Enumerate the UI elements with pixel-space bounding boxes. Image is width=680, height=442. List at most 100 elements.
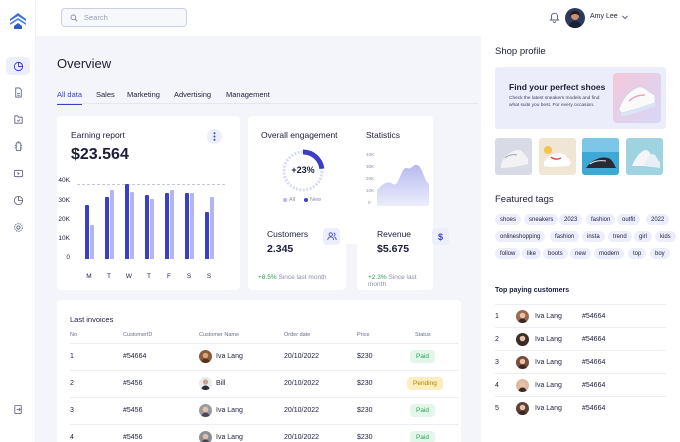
- customer-name: Iva Lang: [535, 313, 562, 320]
- product-thumbnail[interactable]: [582, 138, 619, 175]
- battery-icon: [14, 141, 22, 151]
- tag-chip[interactable]: girl: [634, 231, 653, 242]
- revenue-change: +2.3%: [368, 274, 387, 281]
- tag-chip[interactable]: onlineshopping: [495, 231, 546, 242]
- promo-banner[interactable]: Find your perfect shoes Check the latest…: [495, 67, 666, 129]
- nav-settings[interactable]: [6, 218, 30, 236]
- y-tick-label: 20K: [58, 216, 70, 223]
- customer-name: Iva Lang: [535, 336, 562, 343]
- customer-avatar: [199, 404, 212, 417]
- tag-chip[interactable]: fashion: [550, 231, 580, 242]
- dollar-icon: $: [437, 231, 443, 242]
- product-thumbnail[interactable]: [495, 138, 532, 175]
- customer-avatar: [516, 402, 529, 415]
- x-tick-label: M: [86, 273, 92, 280]
- table-row[interactable]: 3 #5456 Iva Lang 20/10/2022 $230 Paid: [70, 397, 459, 424]
- bar: [205, 212, 209, 259]
- customer-id: #54664: [582, 313, 606, 320]
- nav-dashboard[interactable]: [6, 57, 30, 75]
- search-input[interactable]: [84, 13, 184, 22]
- tag-chip[interactable]: top: [628, 248, 647, 259]
- tag-chip[interactable]: boots: [543, 248, 568, 259]
- list-item[interactable]: 3 Iva Lang #54664: [495, 350, 666, 373]
- tag-chip[interactable]: follow: [495, 248, 521, 259]
- list-item[interactable]: 4 Iva Lang #54664: [495, 373, 666, 396]
- table-row[interactable]: 4 #5456 Iva Lang 20/10/2022 $230 Paid: [70, 424, 459, 442]
- customer-name: Iva Lang: [535, 405, 562, 412]
- dashboard-icon: [13, 61, 23, 71]
- list-item[interactable]: 2 Iva Lang #54664: [495, 327, 666, 350]
- bar: [210, 197, 214, 259]
- app-logo[interactable]: [8, 11, 28, 31]
- tag-chip[interactable]: new: [570, 248, 592, 259]
- legend-all: All: [283, 197, 295, 203]
- more-options-button[interactable]: [207, 129, 222, 144]
- tab-management[interactable]: Management: [226, 90, 270, 99]
- shop-profile-title: Shop profile: [495, 46, 546, 57]
- customers-card: Customers 2.345 +8.5% Since last month: [248, 218, 346, 290]
- tag-chip[interactable]: kids: [655, 231, 676, 242]
- customers-footer: +8.5% Since last month: [258, 274, 327, 281]
- cell-no: 3: [70, 407, 74, 414]
- revenue-card: Revenue $5.675 $ +2.3% Since last month: [357, 218, 449, 290]
- engagement-gauge: [281, 149, 325, 193]
- table-row[interactable]: 2 #5456 Bill 20/10/2022 $230 Pending: [70, 370, 459, 397]
- tag-chip[interactable]: 2023: [559, 214, 583, 225]
- tag-chip[interactable]: outfit: [617, 214, 641, 225]
- document-icon: [14, 87, 22, 97]
- status-badge: Paid: [410, 431, 436, 442]
- shop-profile-panel: Shop profile Find your perfect shoes Che…: [481, 36, 680, 442]
- tag-chip[interactable]: shoes: [495, 214, 522, 225]
- nav-battery[interactable]: [6, 137, 30, 155]
- rank-number: 3: [495, 359, 499, 366]
- table-row[interactable]: 1 #54664 Iva Lang 20/10/2022 $230 Paid: [70, 343, 459, 370]
- product-thumbnail[interactable]: [539, 138, 576, 175]
- banner-title: Find your perfect shoes: [509, 82, 606, 92]
- tag-chip[interactable]: insta: [582, 231, 605, 242]
- stat-y-tick: 20K: [366, 176, 375, 181]
- user-name[interactable]: Amy Lee: [590, 13, 618, 20]
- top-paying-title: Top paying customers: [495, 287, 570, 294]
- cell-order-date: 20/10/2022: [284, 353, 320, 360]
- cell-customer-name: Bill: [216, 380, 226, 387]
- customer-id: #54664: [582, 405, 606, 412]
- tag-chip[interactable]: fashion: [586, 214, 616, 225]
- banner-description: Check the latest sneakers models and fin…: [509, 96, 600, 108]
- tab-all-data[interactable]: All data: [57, 90, 83, 105]
- cell-no: 1: [70, 353, 74, 360]
- nav-folder[interactable]: [6, 110, 30, 128]
- chevron-down-icon[interactable]: [621, 13, 629, 21]
- list-item[interactable]: 1 Iva Lang #54664: [495, 304, 666, 327]
- customer-avatar: [516, 356, 529, 369]
- x-tick-label: F: [167, 273, 171, 280]
- customers-change: +8.5%: [258, 274, 277, 281]
- customer-avatar: [516, 310, 529, 323]
- nav-documents[interactable]: [6, 83, 30, 101]
- nav-logout[interactable]: [6, 400, 30, 418]
- sneaker-image: [613, 73, 661, 123]
- tab-marketing[interactable]: Marketing: [127, 90, 160, 99]
- search-box[interactable]: [61, 8, 187, 27]
- tag-chip[interactable]: 2022: [646, 214, 670, 225]
- col-header-no: No: [70, 332, 78, 338]
- nav-video[interactable]: [6, 164, 30, 182]
- list-item[interactable]: 5 Iva Lang #54664: [495, 396, 666, 419]
- legend-new: New: [304, 197, 321, 203]
- legend-dot: [283, 197, 287, 202]
- cell-order-date: 20/10/2022: [284, 434, 320, 441]
- tab-advertising[interactable]: Advertising: [174, 90, 212, 99]
- cell-customer-name: Iva Lang: [216, 434, 243, 441]
- product-thumbnail[interactable]: [626, 138, 663, 175]
- tag-chip[interactable]: boy: [650, 248, 670, 259]
- rank-number: 4: [495, 382, 499, 389]
- nav-analytics[interactable]: [6, 191, 30, 209]
- tag-chip[interactable]: trend: [608, 231, 632, 242]
- tab-sales[interactable]: Sales: [96, 90, 115, 99]
- bell-icon[interactable]: [549, 12, 560, 23]
- tag-chip[interactable]: like: [522, 248, 542, 259]
- user-avatar[interactable]: [565, 8, 585, 28]
- cell-price: $230: [357, 380, 373, 387]
- tag-chip[interactable]: modern: [594, 248, 625, 259]
- tag-chip[interactable]: sneakers: [524, 214, 559, 225]
- cell-customer-name: Iva Lang: [216, 353, 243, 360]
